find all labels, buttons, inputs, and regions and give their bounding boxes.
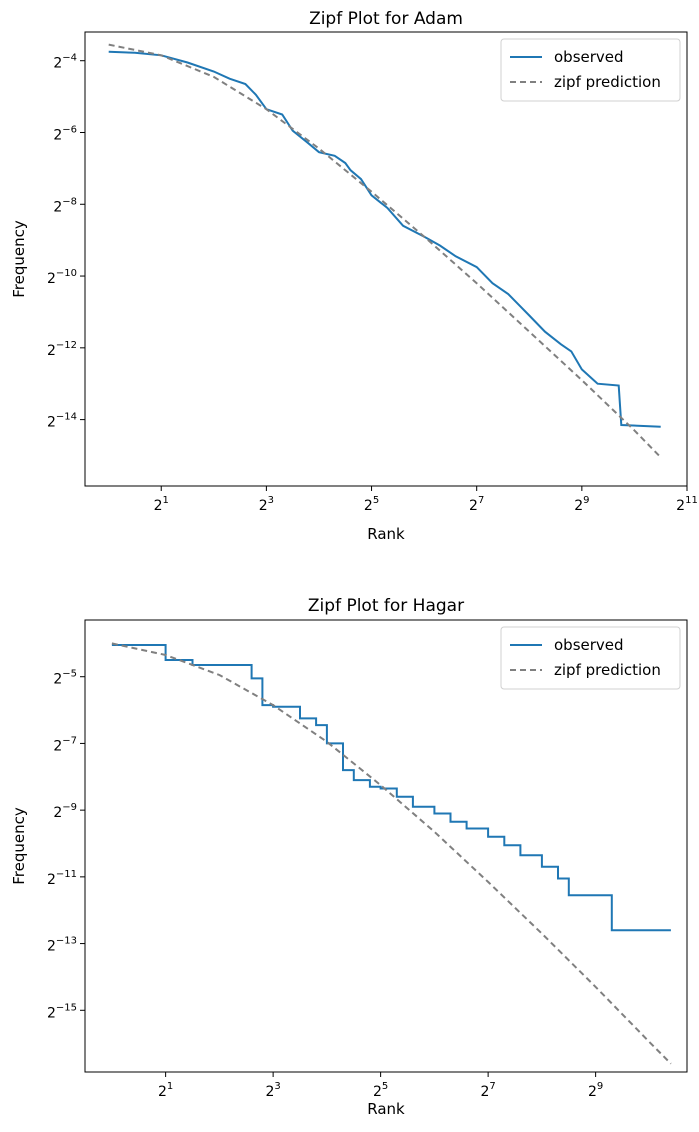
y-tick-label: 2−4 [53,53,77,72]
chart-title: Zipf Plot for Hagar [308,596,464,616]
x-axis-label: Rank [367,525,405,543]
legend-label: observed [554,48,624,66]
y-tick-label: 2−12 [47,340,77,359]
x-tick-label: 211 [676,495,698,514]
y-tick-label: 2−10 [47,268,77,287]
y-tick-label: 2−8 [53,196,77,215]
y-tick-label: 2−6 [53,124,77,143]
series-line-zipf-prediction [108,43,662,458]
x-tick-label: 25 [373,1081,388,1100]
y-tick-label: 2−7 [53,735,77,754]
legend-box [500,626,681,690]
y-tick-label: 2−15 [47,1002,77,1021]
x-tick-label: 23 [259,495,274,514]
x-tick-label: 29 [588,1081,603,1100]
legend-label: zipf prediction [554,73,661,91]
legend: observed zipf prediction [500,626,681,690]
y-tick-label: 2−13 [47,936,77,955]
x-tick-label: 21 [154,495,169,514]
legend-label: observed [554,636,624,654]
x-tick-label: 27 [480,1081,495,1100]
legend-box [500,38,681,102]
plot-frame [84,31,688,487]
legend: observed zipf prediction [500,38,681,102]
y-tick-label: 2−5 [53,669,77,688]
series-line-zipf-prediction [111,642,672,1065]
series-line-observed [111,644,671,932]
x-tick-label: 21 [158,1081,173,1100]
series-line-observed [108,50,661,428]
y-tick-label: 2−11 [47,869,77,888]
y-tick-label: 2−9 [53,802,77,821]
x-tick-label: 25 [364,495,379,514]
x-tick-label: 23 [265,1081,280,1100]
chart-title: Zipf Plot for Adam [309,9,463,29]
legend-label: zipf prediction [554,661,661,679]
y-axis-label: Frequency [10,807,28,885]
x-axis-label: Rank [367,1100,405,1118]
y-tick-label: 2−14 [47,412,77,431]
y-axis-label: Frequency [10,220,28,298]
chart-adam: Zipf Plot for Adam 21 23 25 27 29 211 2−4 2−6 2−8… [10,9,698,543]
plot-frame [84,619,688,1073]
x-tick-label: 27 [469,495,484,514]
x-tick-label: 29 [574,495,589,514]
chart-hagar: Zipf Plot for Hagar 21 23 25 27 29 2−5 2−7 2−9 2−… [10,596,688,1118]
